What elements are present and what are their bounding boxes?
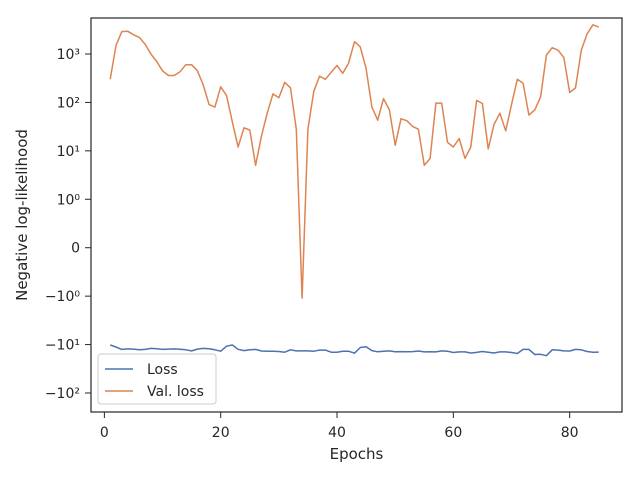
x-tick-label: 80 xyxy=(561,425,579,441)
series-layer xyxy=(109,24,599,357)
y-ticks: −10² −10¹ −10⁰ 0 10⁰ 10¹ 10² 10³ xyxy=(45,47,91,402)
y-tick-label: 10¹ xyxy=(57,144,80,160)
y-tick-label: 0 xyxy=(71,241,80,257)
legend-label-loss: Loss xyxy=(147,362,178,378)
y-tick-label: −10² xyxy=(45,386,80,402)
y-axis-label: Negative log-likelihood xyxy=(13,129,31,301)
x-axis-label: Epochs xyxy=(330,445,384,463)
plot-area xyxy=(90,17,623,413)
series-line-val-loss xyxy=(109,24,599,299)
y-tick-label: −10⁰ xyxy=(45,289,81,305)
x-ticks: 0 20 40 60 80 xyxy=(100,412,579,441)
y-tick-label: −10¹ xyxy=(45,338,80,354)
legend: Loss Val. loss xyxy=(97,353,217,405)
legend-label-val-loss: Val. loss xyxy=(147,384,204,400)
y-tick-label: 10⁰ xyxy=(57,192,81,208)
y-tick-label: 10³ xyxy=(57,47,80,63)
x-tick-label: 0 xyxy=(100,425,109,441)
y-tick-label: 10² xyxy=(57,95,80,111)
x-tick-label: 60 xyxy=(444,425,462,441)
series-line-loss xyxy=(109,344,599,357)
x-tick-label: 20 xyxy=(212,425,230,441)
x-tick-label: 40 xyxy=(328,425,346,441)
